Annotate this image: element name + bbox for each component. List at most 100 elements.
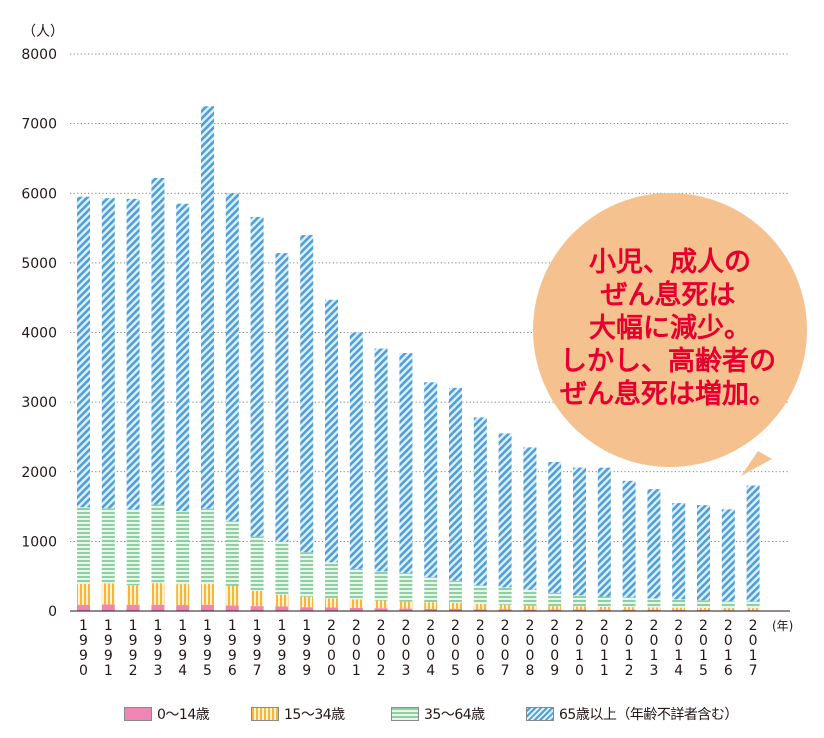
x-tick-label-char: 2 <box>625 663 634 679</box>
x-tick-label-char: 6 <box>724 663 733 679</box>
bar-segment-35-64 <box>77 507 90 584</box>
x-tick-label-char: 1 <box>253 618 262 634</box>
bar-segment-0-14 <box>275 606 289 611</box>
x-tick-label-char: 2 <box>674 618 683 634</box>
x-tick-label-char: 2 <box>377 618 386 634</box>
x-tick-label-char: 2 <box>129 663 138 679</box>
bar-segment-0-14 <box>399 608 413 611</box>
x-tick-label-char: 9 <box>153 633 162 649</box>
x-tick-label-char: 3 <box>649 663 658 679</box>
x-tick-label-char: 2 <box>625 618 634 634</box>
bar-segment-65-plus <box>449 387 462 581</box>
bar-segment-0-14 <box>349 607 363 611</box>
x-tick-label-char: 0 <box>451 648 460 664</box>
x-tick-label-char: 0 <box>476 633 485 649</box>
x-tick-label-char: 1 <box>104 618 113 634</box>
bar-segment-15-34 <box>672 607 686 610</box>
x-tick-label-char: 0 <box>501 633 510 649</box>
x-tick-label-char: 1 <box>724 648 733 664</box>
x-tick-label-char: 2 <box>649 618 658 634</box>
bar-segment-35-64 <box>597 596 611 607</box>
x-tick-label-char: 1 <box>625 648 634 664</box>
bar-segment-35-64 <box>573 595 586 607</box>
bar-segment-65-plus <box>349 332 363 569</box>
bar-segment-35-64 <box>473 585 487 605</box>
bar-segment-0-14 <box>126 604 140 611</box>
x-tick-label-char: 2 <box>327 618 336 634</box>
x-tick-label-char: 9 <box>153 648 162 664</box>
x-tick-label-char: 5 <box>203 663 212 679</box>
bar-segment-15-34 <box>374 600 388 609</box>
x-tick-label-char: 6 <box>476 663 485 679</box>
x-tick-label-char: 9 <box>178 633 187 649</box>
bar-segment-65-plus <box>746 485 760 602</box>
bar-segment-65-plus <box>721 509 735 602</box>
x-tick-label-char: 2 <box>575 618 584 634</box>
legend-item-65-plus: 65歳以上（年齢不詳者含む） <box>526 704 738 724</box>
x-tick-label-char: 0 <box>625 633 634 649</box>
x-tick-label-char: 1 <box>600 663 609 679</box>
x-tick-label-char: 5 <box>451 663 460 679</box>
x-tick-label-char: 0 <box>327 633 336 649</box>
bar-segment-65-plus <box>374 348 388 572</box>
bar-segment-0-14 <box>225 605 239 611</box>
x-tick-label-char: 0 <box>426 648 435 664</box>
legend-label-15-34: 15〜34歳 <box>284 707 345 723</box>
bar-segment-65-plus <box>473 417 487 586</box>
bar-segment-35-64 <box>275 541 289 595</box>
annotation-line: ぜん息死は <box>601 279 736 311</box>
bar-segment-15-34 <box>597 606 611 610</box>
bar-segment-15-34 <box>126 585 140 605</box>
x-tick-label-char: 2 <box>550 618 559 634</box>
x-tick-label-char: 0 <box>525 648 534 664</box>
x-tick-label-char: 0 <box>649 633 658 649</box>
x-tick-label-char: 1 <box>674 648 683 664</box>
legend-label-65-plus: 65歳以上（年齢不詳者含む） <box>559 707 738 723</box>
bar-segment-15-34 <box>151 583 165 605</box>
bar-segment-0-14 <box>250 606 264 611</box>
x-tick-label-char: 9 <box>178 648 187 664</box>
bar-segment-65-plus <box>523 447 537 590</box>
x-tick-label-char: 0 <box>575 633 584 649</box>
annotation-line: ぜん息死は増加。 <box>560 378 776 410</box>
bar-segment-0-14 <box>77 604 90 611</box>
y-tick-label: 1000 <box>21 534 57 550</box>
bar-segment-0-14 <box>498 609 512 611</box>
bar-segment-15-34 <box>176 584 190 606</box>
x-tick-label-char: 1 <box>129 618 138 634</box>
x-tick-label-char: 3 <box>153 663 162 679</box>
x-tick-label-char: 4 <box>674 663 683 679</box>
annotation-line: 大幅に減少。 <box>589 313 751 344</box>
bar-segment-15-34 <box>647 607 661 610</box>
bar-segment-0-14 <box>101 604 115 611</box>
x-tick-label-char: 1 <box>228 618 237 634</box>
x-tick-label-char: 5 <box>699 663 708 679</box>
bar-segment-65-plus <box>151 177 165 505</box>
y-tick-label: 4000 <box>21 326 57 342</box>
x-tick-label-char: 8 <box>277 663 286 679</box>
x-tick-label-char: 9 <box>104 633 113 649</box>
x-tick-label-char: 9 <box>129 633 138 649</box>
x-tick-label-char: 2 <box>352 618 361 634</box>
x-tick-label-char: 0 <box>550 648 559 664</box>
x-tick-label-char: 0 <box>525 633 534 649</box>
bar-segment-0-14 <box>325 607 338 611</box>
bar-segment-0-14 <box>151 604 165 611</box>
bar-segment-15-34 <box>77 583 90 605</box>
x-tick-label-char: 0 <box>352 633 361 649</box>
bar-segment-35-64 <box>399 573 413 602</box>
bar-segment-65-plus <box>101 198 115 509</box>
x-tick-label-char: 1 <box>699 648 708 664</box>
bar-segment-65-plus <box>399 353 413 574</box>
bar-segment-35-64 <box>349 568 363 600</box>
x-tick-label-char: 0 <box>377 648 386 664</box>
x-tick-label-char: 9 <box>129 648 138 664</box>
bar-segment-65-plus <box>424 382 438 578</box>
x-tick-label-char: 0 <box>724 633 733 649</box>
x-tick-label-char: 9 <box>228 648 237 664</box>
x-tick-label-char: 0 <box>401 648 410 664</box>
y-tick-label: 5000 <box>21 256 57 272</box>
bar-segment-15-34 <box>622 607 636 610</box>
bar-segment-15-34 <box>399 601 413 609</box>
